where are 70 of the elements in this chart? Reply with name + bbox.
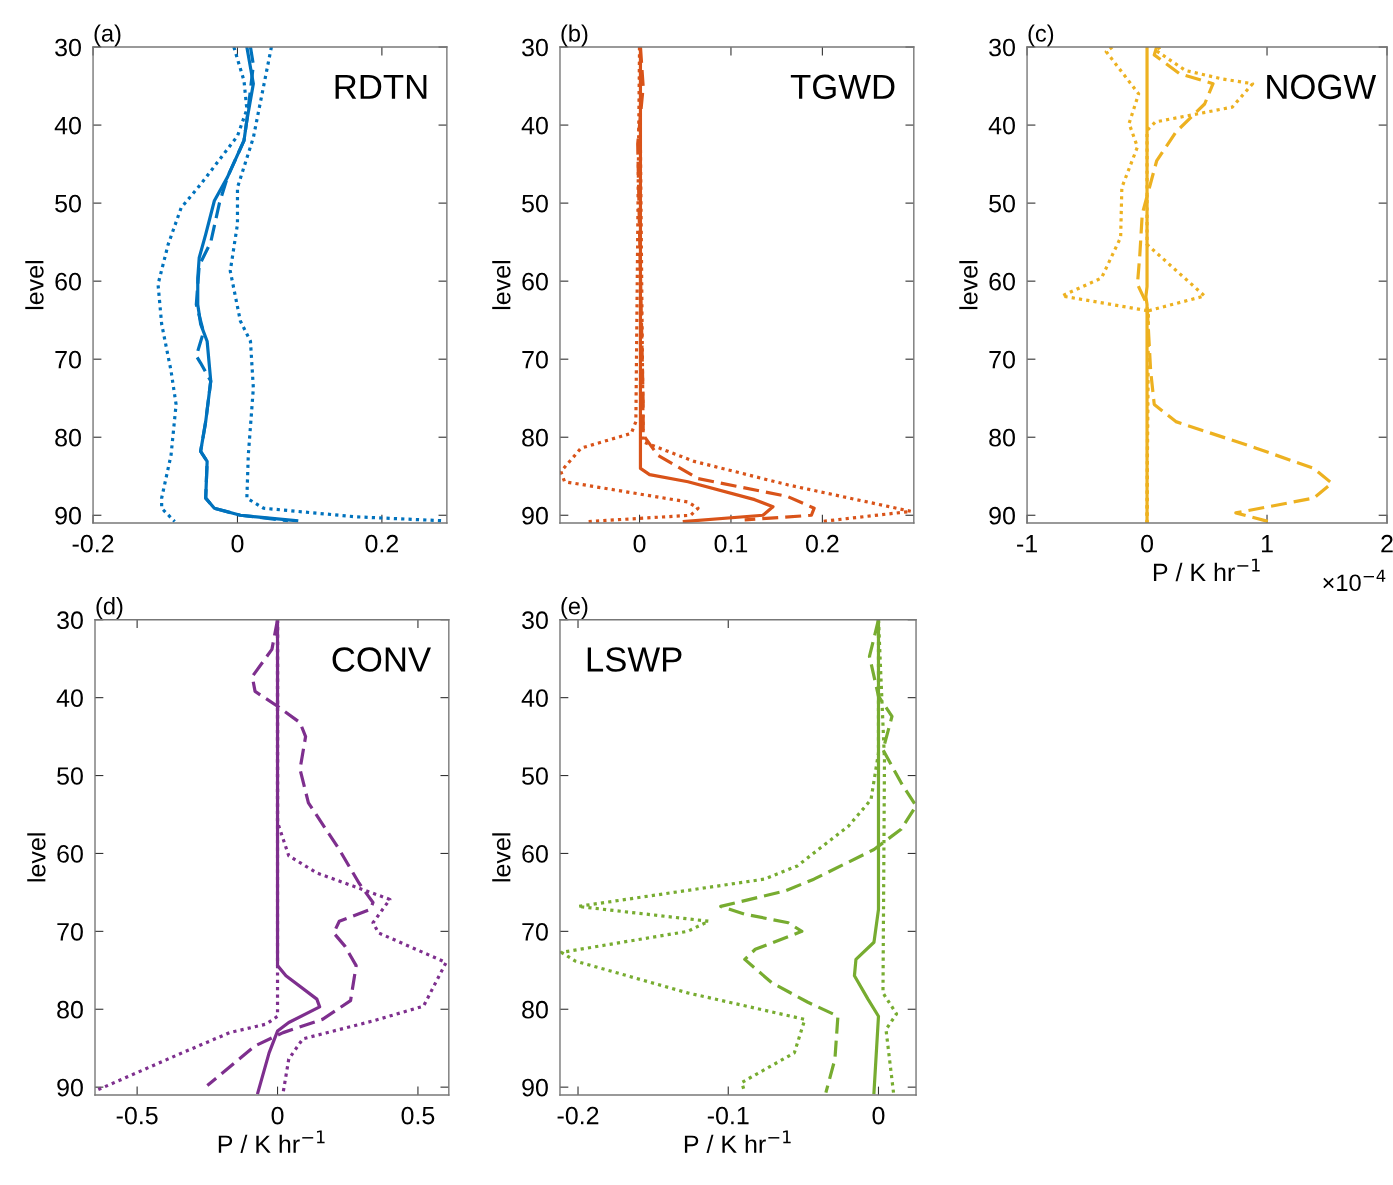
x-tick-label: 2 <box>1381 534 1393 553</box>
y-tick-label: 70 <box>522 922 548 941</box>
chart-title: (e) <box>561 597 588 620</box>
y-tick-label: 80 <box>55 428 81 447</box>
y-tick-label: 80 <box>522 1000 548 1019</box>
x-tick-label: 0.5 <box>401 1106 435 1125</box>
x-axis-title: P / K hr$^{−1}$ <box>1153 558 1260 582</box>
x-tick-label: 1 <box>1261 535 1273 553</box>
annotation: TGWD <box>790 74 895 100</box>
y-tick-label: 60 <box>55 272 81 291</box>
y-axis-title: level <box>492 261 511 310</box>
chart-title: (c) <box>1028 24 1054 47</box>
chart-title: (d) <box>96 597 123 620</box>
x-tick-label: 0 <box>872 1106 885 1125</box>
annotation: NOGW <box>1267 74 1377 100</box>
x-tick-label: 0 <box>271 1106 284 1125</box>
y-tick-label: 50 <box>522 194 548 213</box>
annotation: LSWP <box>587 647 682 672</box>
y-tick-label: 70 <box>57 922 83 941</box>
y-axis-title: level <box>492 833 511 882</box>
y-tick-label: 40 <box>521 116 548 135</box>
y-tick-label: 50 <box>989 194 1015 213</box>
x-axis-title: P / K hr$^{−1}$ <box>684 1130 791 1154</box>
y-tick-label: 50 <box>522 767 548 785</box>
y-tick-label: 40 <box>56 689 83 707</box>
y-axis-title: level <box>25 261 44 310</box>
x-tick-label: 0 <box>1141 534 1154 553</box>
y-tick-label: 70 <box>522 350 548 369</box>
annotation: RDTN <box>335 74 427 99</box>
y-tick-label: 40 <box>54 116 81 135</box>
y-tick-label: 70 <box>55 350 81 369</box>
y-tick-label: 60 <box>57 845 83 863</box>
x-tick-label: 0.2 <box>365 534 399 553</box>
y-tick-label: 60 <box>522 845 548 863</box>
x-axis-title: P / K hr$^{−1}$ <box>218 1130 325 1154</box>
x-tick-label: -1 <box>1017 535 1037 553</box>
y-tick-label: 30 <box>522 611 548 630</box>
y-tick-label: 40 <box>521 689 548 707</box>
y-tick-label: 90 <box>522 506 548 525</box>
y-tick-label: 60 <box>989 272 1015 291</box>
y-tick-label: 50 <box>57 767 83 785</box>
y-tick-label: 30 <box>522 38 548 57</box>
chart-title: (b) <box>561 24 588 47</box>
y-tick-label: 30 <box>989 38 1015 57</box>
y-tick-label: 90 <box>57 1078 83 1097</box>
y-tick-label: 70 <box>989 350 1015 369</box>
x-tick-label: -0.5 <box>116 1106 158 1125</box>
y-tick-label: 60 <box>522 272 548 291</box>
text: ×10$^{−4}$ <box>1323 569 1386 592</box>
y-tick-label: 40 <box>988 116 1015 135</box>
chart-title: (a) <box>94 24 121 47</box>
y-tick-label: 30 <box>55 38 81 57</box>
y-axis-title: level <box>959 261 978 310</box>
y-tick-label: 80 <box>522 428 548 447</box>
x-tick-label: 0 <box>231 534 244 553</box>
y-tick-label: 90 <box>522 1078 548 1097</box>
y-tick-label: 80 <box>989 428 1015 447</box>
y-axis-title: level <box>27 833 46 882</box>
y-tick-label: 90 <box>989 506 1015 525</box>
y-tick-label: 90 <box>55 506 81 525</box>
y-tick-label: 30 <box>57 611 83 630</box>
x-tick-label: 0.1 <box>714 534 748 553</box>
x-tick-label: -0.2 <box>72 534 114 553</box>
x-tick-label: -0.1 <box>707 1106 749 1125</box>
y-tick-label: 50 <box>55 194 81 213</box>
x-tick-label: -0.2 <box>557 1106 599 1125</box>
annotation: CONV <box>332 647 431 672</box>
x-tick-label: 0.2 <box>805 534 839 553</box>
y-tick-label: 80 <box>57 1000 83 1019</box>
x-tick-label: 0 <box>633 534 646 553</box>
